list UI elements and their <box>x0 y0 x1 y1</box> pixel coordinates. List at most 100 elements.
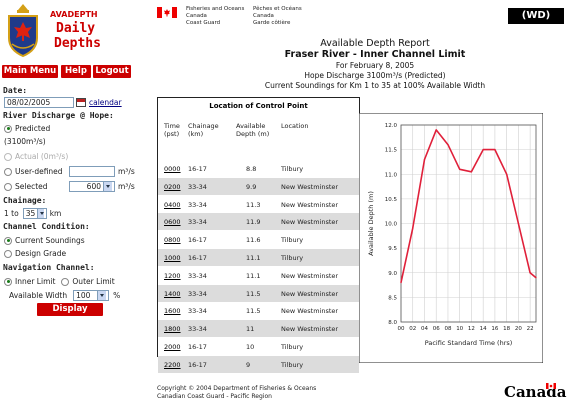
table-row: 0400 33-34 11.3 New Westminster <box>158 196 359 213</box>
control-point-table: Location of Control Point Time (pst) Cha… <box>157 97 360 373</box>
calendar-link[interactable]: calendar <box>89 98 122 107</box>
x-tick-label: 08 <box>444 326 451 332</box>
gov-fr-line1: Pêches et Océans <box>253 6 302 12</box>
time-link[interactable]: 0600 <box>164 218 181 227</box>
data-point <box>529 272 531 274</box>
table-row: 0800 16-17 11.6 Tilbury <box>158 231 359 248</box>
header-depth: Available Depth (m) <box>236 122 270 138</box>
current-soundings-radio[interactable] <box>4 236 12 245</box>
report-discharge: Hope Discharge 3100m³/s (Predicted) <box>304 71 446 80</box>
chevron-down-icon <box>97 291 107 300</box>
y-tick-label: 12.0 <box>385 123 398 129</box>
data-point <box>459 168 461 170</box>
chainage-cell: 16-17 <box>188 254 207 262</box>
x-tick-label: 20 <box>515 326 522 332</box>
gov-fr-line3: Garde côtière <box>253 20 291 26</box>
chainage-label: Chainage: <box>3 196 47 205</box>
data-point <box>494 149 496 151</box>
gov-en-line3: Coast Guard <box>186 20 221 26</box>
table-title: Location of Control Point <box>209 102 308 110</box>
help-button[interactable]: Help <box>61 65 91 78</box>
app-logo: AVADEPTH Daily Depths <box>2 2 150 62</box>
chainage-cell: 16-17 <box>188 360 207 369</box>
user-defined-input[interactable] <box>69 166 115 177</box>
plot-area <box>400 124 537 323</box>
x-tick-label: 02 <box>409 326 416 332</box>
user-defined-radio[interactable] <box>4 167 12 176</box>
time-link[interactable]: 1400 <box>164 289 181 298</box>
chevron-down-icon <box>103 182 112 191</box>
location-cell: Tilbury <box>281 254 304 262</box>
inner-limit-radio[interactable] <box>4 277 12 286</box>
y-tick-label: 10.5 <box>385 197 398 203</box>
y-tick-label: 10.0 <box>385 222 398 228</box>
inner-limit-label: Inner Limit <box>15 277 56 286</box>
canada-wordmark-flag-icon <box>546 383 556 389</box>
selected-label: Selected <box>15 182 48 191</box>
time-link[interactable]: 1000 <box>164 254 181 262</box>
location-cell: New Westminster <box>281 289 339 298</box>
location-cell: Tilbury <box>281 165 304 173</box>
y-tick-label: 11.0 <box>385 172 398 178</box>
time-link[interactable]: 1800 <box>164 325 181 334</box>
time-link[interactable]: 0000 <box>164 165 181 173</box>
date-input[interactable]: 08/02/2005 <box>4 97 74 108</box>
gov-fr-line2: Canada <box>253 12 274 19</box>
report-soundings: Current Soundings for Km 1 to 35 at 100%… <box>264 81 486 90</box>
canada-wordmark: Canada <box>504 383 567 401</box>
depth-cell: 8.8 <box>246 165 257 173</box>
design-grade-radio[interactable] <box>4 249 12 258</box>
main-menu-button[interactable]: Main Menu <box>2 65 58 78</box>
location-cell: Tilbury <box>281 360 304 369</box>
depth-cell: 11.6 <box>246 236 261 245</box>
chainage-cell: 33-34 <box>188 182 207 191</box>
app-name: AVADEPTH <box>50 10 98 19</box>
x-axis-label: Pacific Standard Time (hrs) <box>425 339 513 347</box>
chainage-to-select[interactable]: 35 <box>22 208 47 219</box>
depth-cell: 11.5 <box>246 307 261 316</box>
discharge-label: River Discharge @ Hope: <box>3 111 114 120</box>
time-link[interactable]: 2200 <box>164 360 181 369</box>
depth-cell: 9.9 <box>246 182 257 191</box>
outer-limit-label: Outer Limit <box>72 277 115 286</box>
unit-label: m³/s <box>118 182 135 191</box>
table-row: 1000 16-17 11.1 Tilbury <box>158 249 359 266</box>
app-title-line2: Depths <box>54 36 101 51</box>
gov-en-line2: Canada <box>186 12 207 19</box>
time-link[interactable]: 0200 <box>164 182 181 191</box>
report-title: Available Depth Report <box>320 38 430 49</box>
design-grade-label: Design Grade <box>15 249 67 258</box>
available-width-select[interactable]: 100 <box>73 290 110 301</box>
location-cell: New Westminster <box>281 307 339 316</box>
location-cell: Tilbury <box>281 236 304 245</box>
data-point <box>535 277 537 279</box>
header-time: Time (pst) <box>164 122 180 138</box>
x-tick-label: 14 <box>480 326 487 332</box>
available-width-value: 100 <box>76 291 91 300</box>
time-link[interactable]: 2000 <box>164 343 181 351</box>
location-cell: New Westminster <box>281 182 339 191</box>
header-location: Location <box>281 122 309 130</box>
display-button[interactable]: Display <box>37 303 103 316</box>
channel-condition-label: Channel Condition: <box>3 222 90 231</box>
outer-limit-radio[interactable] <box>61 277 70 286</box>
predicted-radio[interactable] <box>4 124 12 133</box>
calendar-icon[interactable] <box>76 98 86 107</box>
data-point <box>470 171 473 173</box>
depth-cell: 11.5 <box>246 289 261 298</box>
chainage-cell: 16-17 <box>188 343 207 351</box>
depth-cell: 9 <box>246 360 251 369</box>
user-defined-label: User-defined <box>15 167 63 176</box>
location-cell: New Westminster <box>281 200 339 209</box>
logout-button[interactable]: Logout <box>93 65 131 78</box>
selected-radio[interactable] <box>4 182 12 191</box>
depth-cell: 11.3 <box>246 200 261 209</box>
time-link[interactable]: 0800 <box>164 236 181 245</box>
selected-discharge-select[interactable]: 600 <box>69 181 115 192</box>
time-link[interactable]: 1600 <box>164 307 181 316</box>
time-link[interactable]: 0400 <box>164 200 181 209</box>
chainage-cell: 33-34 <box>188 289 207 298</box>
copyright-line1: Copyright © 2004 Department of Fisheries… <box>157 385 317 392</box>
data-point <box>482 149 484 151</box>
time-link[interactable]: 1200 <box>164 271 181 280</box>
